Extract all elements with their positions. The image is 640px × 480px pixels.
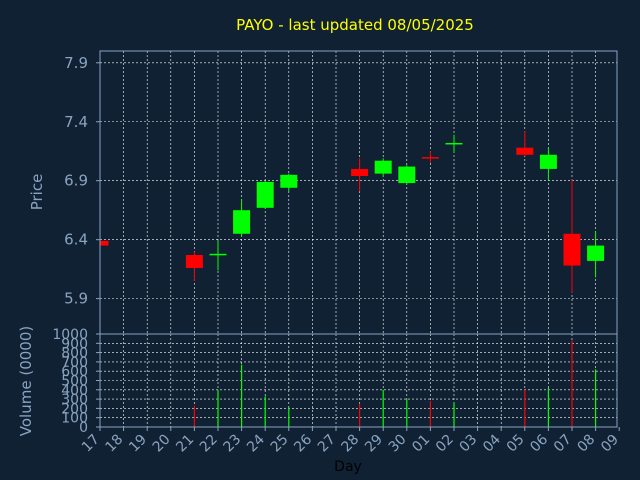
x-tick-label: 25 — [268, 432, 292, 456]
x-tick-label: 20 — [150, 432, 174, 456]
candle-05 — [516, 131, 534, 156]
price-tick-label: 6.9 — [64, 172, 88, 190]
x-axis-label: Day — [334, 459, 362, 475]
price-grid — [100, 51, 617, 334]
volume-tick-label: 900 — [61, 336, 88, 352]
candle-24 — [256, 180, 274, 210]
candle-body — [587, 245, 605, 261]
candle-body — [100, 240, 109, 246]
candle-02 — [445, 134, 463, 153]
price-plot-frame — [99, 50, 618, 335]
x-tick-label: 29 — [362, 432, 386, 456]
x-tick-label: 18 — [103, 432, 127, 456]
x-axis-ticks: 17 18 19 20 21 22 23 24 25 26 27 28 29 30 01 02 03 04 05 06… — [79, 427, 622, 455]
x-tick-label: 01 — [409, 432, 433, 456]
candle-body — [445, 142, 463, 145]
volume-tick-label: 800 — [61, 346, 88, 362]
candle-08 — [587, 231, 605, 278]
x-tick-label: 09 — [598, 432, 622, 456]
price-candles — [99, 131, 605, 293]
candle-17 — [99, 236, 109, 247]
x-tick-label: 26 — [291, 431, 315, 455]
price-tick-label: 7.4 — [64, 113, 88, 131]
volume-tick-label: 600 — [61, 364, 88, 380]
volume-tick-label: 500 — [61, 374, 88, 390]
candle-25 — [280, 173, 298, 192]
volume-tick-label: 700 — [61, 355, 88, 371]
volume-tick-label: 400 — [61, 383, 88, 399]
volume-axis-label: Volume (0000) — [17, 326, 35, 436]
price-y-ticks: 5.9 6.4 6.9 7.4 7.9 — [64, 54, 100, 308]
price-tick-label: 5.9 — [64, 290, 88, 308]
chart-title: PAYO - last updated 08/05/2025 — [236, 16, 474, 34]
candle-21 — [185, 251, 203, 281]
x-tick-label: 19 — [126, 432, 150, 456]
volume-tick-label: 0 — [79, 420, 88, 436]
candle-30 — [398, 165, 416, 185]
candle-body — [233, 210, 251, 234]
candle-28 — [351, 158, 369, 192]
candle-body — [185, 254, 203, 268]
candle-body — [563, 233, 581, 266]
candle-body — [280, 174, 298, 188]
candle-22 — [209, 240, 227, 271]
volume-bars — [193, 340, 597, 427]
price-tick-label: 6.4 — [64, 231, 88, 249]
volume-tick-label: 100 — [61, 411, 88, 427]
x-tick-label: 03 — [457, 432, 481, 456]
price-tick-label: 7.9 — [64, 54, 88, 72]
x-tick-label: 04 — [480, 431, 504, 455]
x-tick-label: 07 — [551, 432, 575, 456]
volume-grid — [100, 333, 617, 428]
x-tick-label: 21 — [173, 432, 197, 456]
candle-body — [374, 160, 392, 174]
candle-06 — [539, 147, 557, 181]
volume-tick-label: 1000 — [52, 327, 88, 343]
candle-body — [256, 181, 274, 208]
x-tick-label: 06 — [527, 431, 551, 455]
x-tick-label: 28 — [339, 432, 363, 456]
candle-07 — [563, 179, 581, 293]
x-tick-label: 23 — [221, 432, 245, 456]
x-tick-label: 05 — [504, 432, 528, 456]
candle-29 — [374, 158, 392, 178]
volume-tick-label: 300 — [61, 392, 88, 408]
volume-tick-label: 200 — [61, 401, 88, 417]
candle-body — [539, 154, 557, 169]
candle-01 — [421, 151, 439, 164]
candle-body — [351, 168, 369, 176]
candle-23 — [233, 199, 251, 237]
price-axis-label: Price — [28, 174, 46, 211]
x-tick-label: 24 — [244, 431, 268, 455]
x-tick-label: 02 — [433, 432, 457, 456]
candle-body — [209, 253, 227, 256]
x-tick-label: 22 — [197, 432, 221, 456]
candle-body — [421, 157, 439, 159]
x-tick-label: 30 — [386, 432, 410, 456]
x-tick-label: 27 — [315, 432, 339, 456]
candle-body — [516, 147, 534, 155]
candle-body — [398, 166, 416, 184]
x-tick-label: 08 — [575, 432, 599, 456]
